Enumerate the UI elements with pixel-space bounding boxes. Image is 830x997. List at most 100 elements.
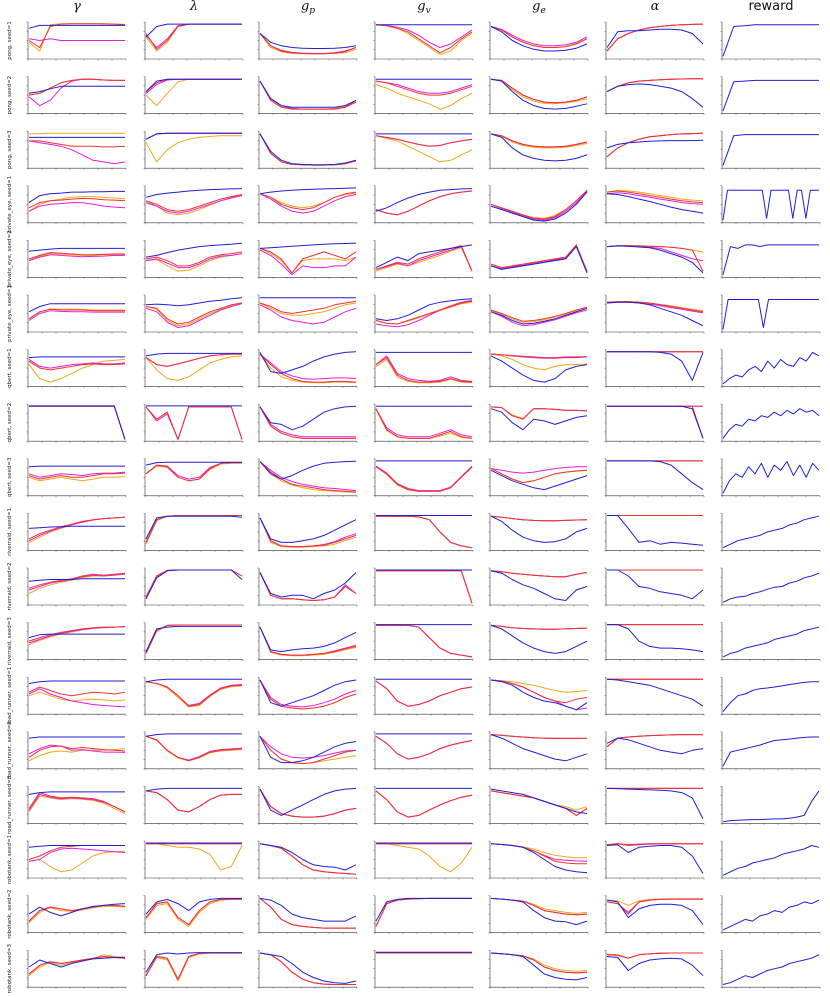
series-line-magenta [490, 843, 588, 862]
panel [26, 349, 127, 389]
series-line-red [28, 904, 126, 922]
series-line-orange [375, 466, 473, 492]
series-line-blue [490, 897, 588, 926]
series-line-red [490, 515, 588, 522]
column-header-2: gp [301, 0, 315, 16]
panel [257, 240, 358, 279]
series-line-magenta [259, 843, 357, 875]
column-header-6: reward [748, 0, 793, 14]
series-line-red [259, 517, 357, 548]
series-line-blue [259, 952, 357, 984]
panel [26, 731, 127, 771]
panel [488, 677, 589, 716]
panel [720, 21, 821, 61]
panel [143, 731, 244, 771]
series-line-orange [490, 307, 588, 323]
panel [720, 240, 821, 279]
panel [488, 458, 589, 498]
series-line-blue [28, 465, 125, 468]
series-line-red [606, 78, 703, 93]
row-label: qbert, seed=1 [7, 348, 13, 388]
series-line-orange [259, 80, 357, 110]
series-line-red [28, 625, 126, 642]
series-line-magenta [259, 304, 357, 325]
series-line-magenta [259, 353, 357, 380]
series-line-orange [375, 301, 473, 325]
series-line-orange [259, 898, 356, 929]
series-line-orange [490, 133, 588, 149]
panel [373, 21, 474, 61]
series-line-blue [490, 191, 588, 222]
panel [604, 458, 705, 498]
series-line-blue [259, 843, 357, 871]
panel [488, 950, 589, 989]
series-line-blue [490, 570, 588, 601]
panel [720, 840, 821, 880]
series-line-orange [28, 691, 126, 702]
series-line-red [145, 462, 242, 482]
series-line-magenta [375, 299, 473, 328]
row-label: pong, seed=2 [7, 76, 13, 115]
series-line-orange [376, 570, 473, 604]
series-line-red [145, 353, 242, 367]
panel [257, 731, 358, 771]
series-line-orange [375, 84, 473, 110]
panel [373, 349, 474, 389]
series-line-red [28, 572, 126, 589]
column-header-4: ge [532, 0, 546, 16]
panel [143, 349, 244, 389]
series-line-magenta [490, 245, 588, 273]
panel [257, 76, 358, 116]
panel [720, 677, 821, 716]
panel [373, 895, 474, 935]
series-line-magenta [28, 202, 126, 212]
series-line-red [375, 357, 473, 383]
panel [373, 677, 474, 716]
series-line-magenta [28, 358, 126, 369]
series-line-red [29, 405, 126, 440]
series-line-orange [259, 788, 357, 818]
panel [26, 950, 127, 989]
series-line-orange [259, 461, 357, 493]
series-line-blue [722, 845, 820, 876]
series-line-blue [28, 578, 125, 582]
series-line-blue [490, 246, 588, 274]
series-line-orange [145, 681, 243, 708]
series-line-orange [145, 23, 242, 52]
series-line-red [28, 360, 126, 371]
column-header-5: α [651, 0, 660, 14]
series-line-red [28, 23, 126, 48]
series-line-blue [259, 351, 357, 374]
series-line-blue [490, 624, 588, 654]
panel [720, 895, 821, 935]
panel [488, 895, 589, 935]
series-line-red [145, 406, 243, 440]
panel [26, 840, 127, 880]
panel [373, 458, 474, 498]
series-line-red [606, 245, 704, 272]
panel [26, 567, 127, 607]
series-line-red [145, 194, 243, 212]
series-line-red [607, 405, 704, 439]
series-line-red [145, 23, 242, 50]
series-line-blue [490, 78, 588, 110]
series-line-blue [28, 845, 125, 848]
panel [604, 294, 705, 334]
series-line-magenta [606, 23, 704, 52]
series-line-orange [29, 405, 126, 440]
series-line-red [606, 843, 703, 846]
row-label: qbert, seed=2 [7, 403, 13, 443]
series-line-red [28, 956, 126, 975]
series-line-blue [28, 680, 125, 684]
series-line-red [28, 197, 126, 209]
series-line-blue [606, 899, 704, 925]
series-line-blue [722, 244, 819, 275]
series-line-blue [722, 515, 820, 549]
panel [257, 840, 358, 880]
panel [604, 21, 705, 61]
panel [720, 731, 821, 771]
row-label: private_eye, seed=3 [7, 285, 13, 342]
series-line-red [259, 735, 357, 765]
panel [488, 185, 589, 225]
series-line-orange [28, 850, 126, 873]
